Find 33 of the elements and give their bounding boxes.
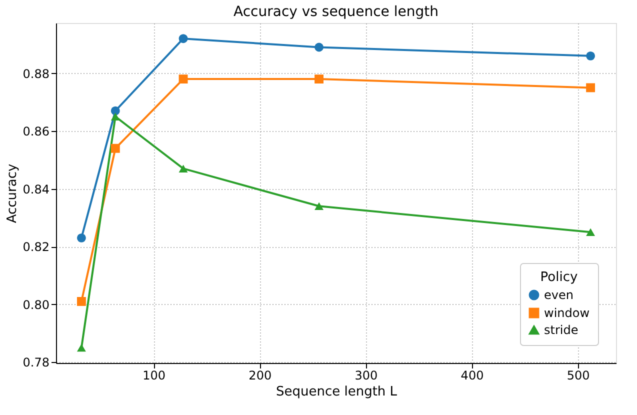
y-tick-label: 0.80 [22,298,50,312]
point [178,164,188,172]
legend-label: even [544,288,574,302]
point [586,83,596,92]
point [110,144,120,153]
y-tick-label: 0.86 [22,124,50,139]
x-tick-label: 500 [566,368,590,382]
point [110,106,120,116]
y-tick-label: 0.84 [22,182,50,196]
x-axis-title: Sequence length L [276,384,398,400]
x-tick-label: 200 [248,368,272,382]
x-tick-label: 300 [354,368,378,382]
point [314,202,324,210]
x-tick-label: 400 [460,368,484,382]
legend-label: stride [544,323,578,337]
point [586,51,596,60]
y-tick-label: 0.78 [22,356,50,370]
point [110,112,120,120]
y-tick-label: 0.88 [22,66,50,81]
x-tick-label: 100 [142,368,166,382]
point [586,228,596,236]
legend-title: Policy [540,270,578,285]
legend-label: window [544,306,590,320]
point [178,74,188,84]
point [76,344,86,352]
y-axis-title: Accuracy [4,164,20,224]
point [314,74,324,84]
point [76,233,86,242]
y-tick-label: 0.82 [22,240,50,254]
point [178,34,188,44]
point [76,297,86,306]
chart-title: Accuracy vs sequence length [234,4,438,20]
point [314,42,324,52]
